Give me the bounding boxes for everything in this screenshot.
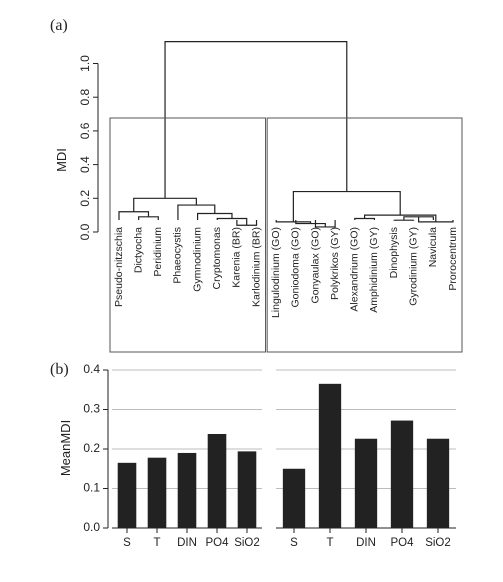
bar-category-label: T bbox=[153, 537, 160, 549]
dendrogram: 0.0 0.2 0.4 0.6 0.8 1.0 Pseudo-nitzschia Dictyo… bbox=[78, 40, 463, 353]
dendrogram-leaf-label: Polykrikos (GY) bbox=[329, 227, 341, 300]
dendrogram-link bbox=[363, 214, 437, 222]
dendrogram-link bbox=[354, 217, 376, 220]
dendrogram-y-tick-label: 0.0 bbox=[78, 223, 92, 240]
dendrogram-leaf-label: Dinophysis bbox=[388, 227, 400, 278]
bar-y-tick-label: 0.0 bbox=[83, 520, 100, 534]
dendrogram-leaf-label: Gonyaulax (GO) bbox=[309, 227, 321, 303]
dendrogram-y-tick-label: 0.8 bbox=[78, 89, 92, 106]
bar-y-tick-label: 0.1 bbox=[83, 481, 100, 495]
dendrogram-link bbox=[138, 216, 159, 220]
dendrogram-leaf-label: Karenia (BR) bbox=[231, 227, 243, 288]
dendrogram-link bbox=[177, 204, 216, 220]
dendrogram-y-tick-label: 0.2 bbox=[78, 190, 92, 207]
bar bbox=[426, 438, 450, 528]
dendrogram-leaf-label: Amphidinium (GY) bbox=[368, 227, 380, 313]
dendrogram-leaf-label: Goniodoma (GO) bbox=[290, 227, 302, 308]
dendrogram-leaf-label: Cryptomonas bbox=[211, 227, 223, 289]
dendrogram-leaf-label: Prorocentrum bbox=[447, 227, 459, 291]
bar-chart-y-axis-title: MeanMDI bbox=[58, 420, 73, 476]
dendrogram-y-tick-label: 0.4 bbox=[78, 156, 92, 173]
bar bbox=[390, 420, 414, 528]
bar bbox=[318, 383, 342, 528]
bar bbox=[117, 462, 137, 528]
bar-y-tick-label: 0.4 bbox=[83, 362, 100, 376]
dendrogram-y-tick-label: 0.6 bbox=[78, 122, 92, 139]
dendrogram-leaf-label: Karlodinium (BR) bbox=[250, 227, 262, 307]
bar-category-label: T bbox=[326, 537, 333, 549]
cluster-box bbox=[266, 117, 463, 353]
bar bbox=[354, 438, 378, 528]
bar bbox=[207, 433, 227, 528]
panel-a-label: (a) bbox=[50, 17, 68, 34]
bar-y-tick-label: 0.2 bbox=[83, 441, 100, 455]
dendrogram-leaf-label: Navicula bbox=[427, 227, 439, 267]
bar bbox=[282, 468, 306, 528]
dendrogram-link bbox=[118, 211, 150, 220]
dendrogram-leaf-label: Peridinium bbox=[152, 227, 164, 277]
bar-category-label: PO4 bbox=[205, 537, 229, 549]
dendrogram-leaf-label: Alexandrium (GO) bbox=[349, 227, 361, 312]
panel-b-label: (b) bbox=[50, 361, 69, 378]
bar bbox=[177, 452, 197, 528]
cluster-box bbox=[109, 117, 267, 353]
dendrogram-link bbox=[292, 190, 401, 222]
dendrogram-leaf-label: Gymnodinium bbox=[191, 227, 203, 292]
dendrogram-y-axis-title: MDI bbox=[54, 148, 69, 172]
dendrogram-leaf-label: Pseudo-nitzschia bbox=[113, 227, 125, 307]
bar bbox=[147, 457, 167, 528]
bar-category-label: S bbox=[123, 537, 131, 549]
bar-category-label: S bbox=[290, 537, 298, 549]
dendrogram-link bbox=[164, 40, 348, 199]
bar-category-label: SiO2 bbox=[234, 537, 260, 549]
bar-category-label: DIN bbox=[356, 537, 376, 549]
dendrogram-y-tick-label: 1.0 bbox=[78, 55, 92, 72]
dendrogram-link bbox=[216, 217, 248, 226]
bar-charts: 0.0 0.1 0.2 0.3 0.4 S T DIN PO4 SiO2 S T DIN PO4 SiO2 bbox=[83, 362, 456, 549]
bar bbox=[237, 451, 257, 528]
dendrogram-leaf-label: Phaeocystis bbox=[172, 227, 184, 284]
bar-category-label: SiO2 bbox=[425, 537, 451, 549]
dendrogram-leaf-label: Dictyocha bbox=[132, 227, 144, 273]
dendrogram-leaf-label: Lingulodinium (GO) bbox=[270, 227, 282, 318]
bar-category-label: PO4 bbox=[390, 537, 414, 549]
bar-y-tick-label: 0.3 bbox=[83, 402, 100, 416]
dendrogram-leaf-label: Gyrodinium (GY) bbox=[407, 227, 419, 306]
bar-category-label: DIN bbox=[177, 537, 197, 549]
